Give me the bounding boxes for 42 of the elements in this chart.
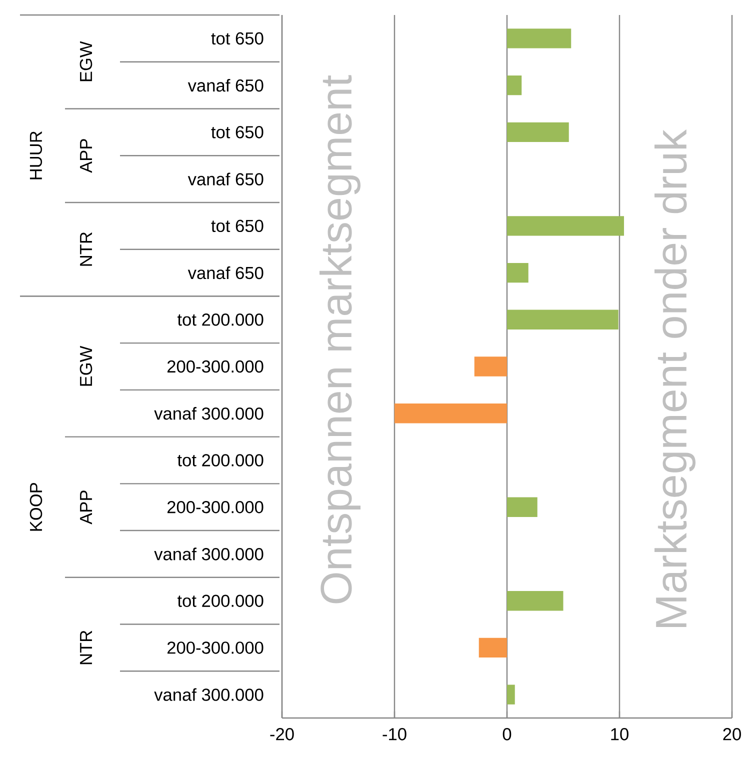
x-tick-label: 20 — [723, 728, 741, 740]
annotation: Ontspannen marktsegment — [319, 75, 361, 604]
x-tick-label: 10 — [611, 728, 628, 740]
y-tick-label: tot 650 — [211, 126, 264, 138]
y-tick-label: tot 650 — [211, 220, 264, 232]
text: HUUR — [30, 131, 42, 180]
y-tick-label: vanaf 300.000 — [154, 407, 264, 420]
bar — [394, 404, 507, 424]
text: KOOP — [30, 482, 42, 531]
y-tick-label: vanaf 650 — [188, 78, 264, 92]
bar — [506, 122, 569, 142]
x-tick-label: 0 — [502, 728, 512, 740]
y-tick-label: tot 650 — [211, 32, 264, 45]
y-tick-label: tot 200.000 — [177, 314, 264, 326]
text: NTR — [80, 630, 92, 664]
y-tick-label: vanaf 300.000 — [154, 548, 264, 560]
text: EGW — [80, 346, 92, 386]
bar — [506, 28, 572, 48]
bar — [506, 262, 528, 283]
bar — [506, 591, 564, 611]
annotation: Marktsegment onder druk — [654, 129, 696, 628]
text: EGW — [80, 41, 92, 82]
bar — [506, 75, 522, 96]
bar — [506, 310, 618, 330]
y-tick-label: 200-300.000 — [167, 500, 264, 514]
text: APP — [80, 490, 92, 524]
bar — [474, 356, 507, 376]
y-tick-label: vanaf 650 — [188, 266, 264, 280]
x-tick-label: -20 — [270, 728, 294, 740]
y-tick-label: tot 200.000 — [177, 594, 264, 607]
text: NTR — [80, 232, 92, 266]
y-tick-label: vanaf 650 — [188, 172, 264, 186]
text: APP — [80, 139, 92, 173]
y-tick-label: tot 200.000 — [177, 454, 264, 466]
y-tick-label: vanaf 300.000 — [154, 688, 264, 701]
bar — [506, 497, 538, 517]
x-tick-label: -10 — [382, 728, 406, 740]
y-tick-label: 200-300.000 — [167, 360, 264, 373]
bar — [478, 638, 507, 658]
bar — [506, 684, 515, 704]
y-tick-label: 200-300.000 — [167, 642, 264, 654]
bar — [506, 216, 624, 236]
